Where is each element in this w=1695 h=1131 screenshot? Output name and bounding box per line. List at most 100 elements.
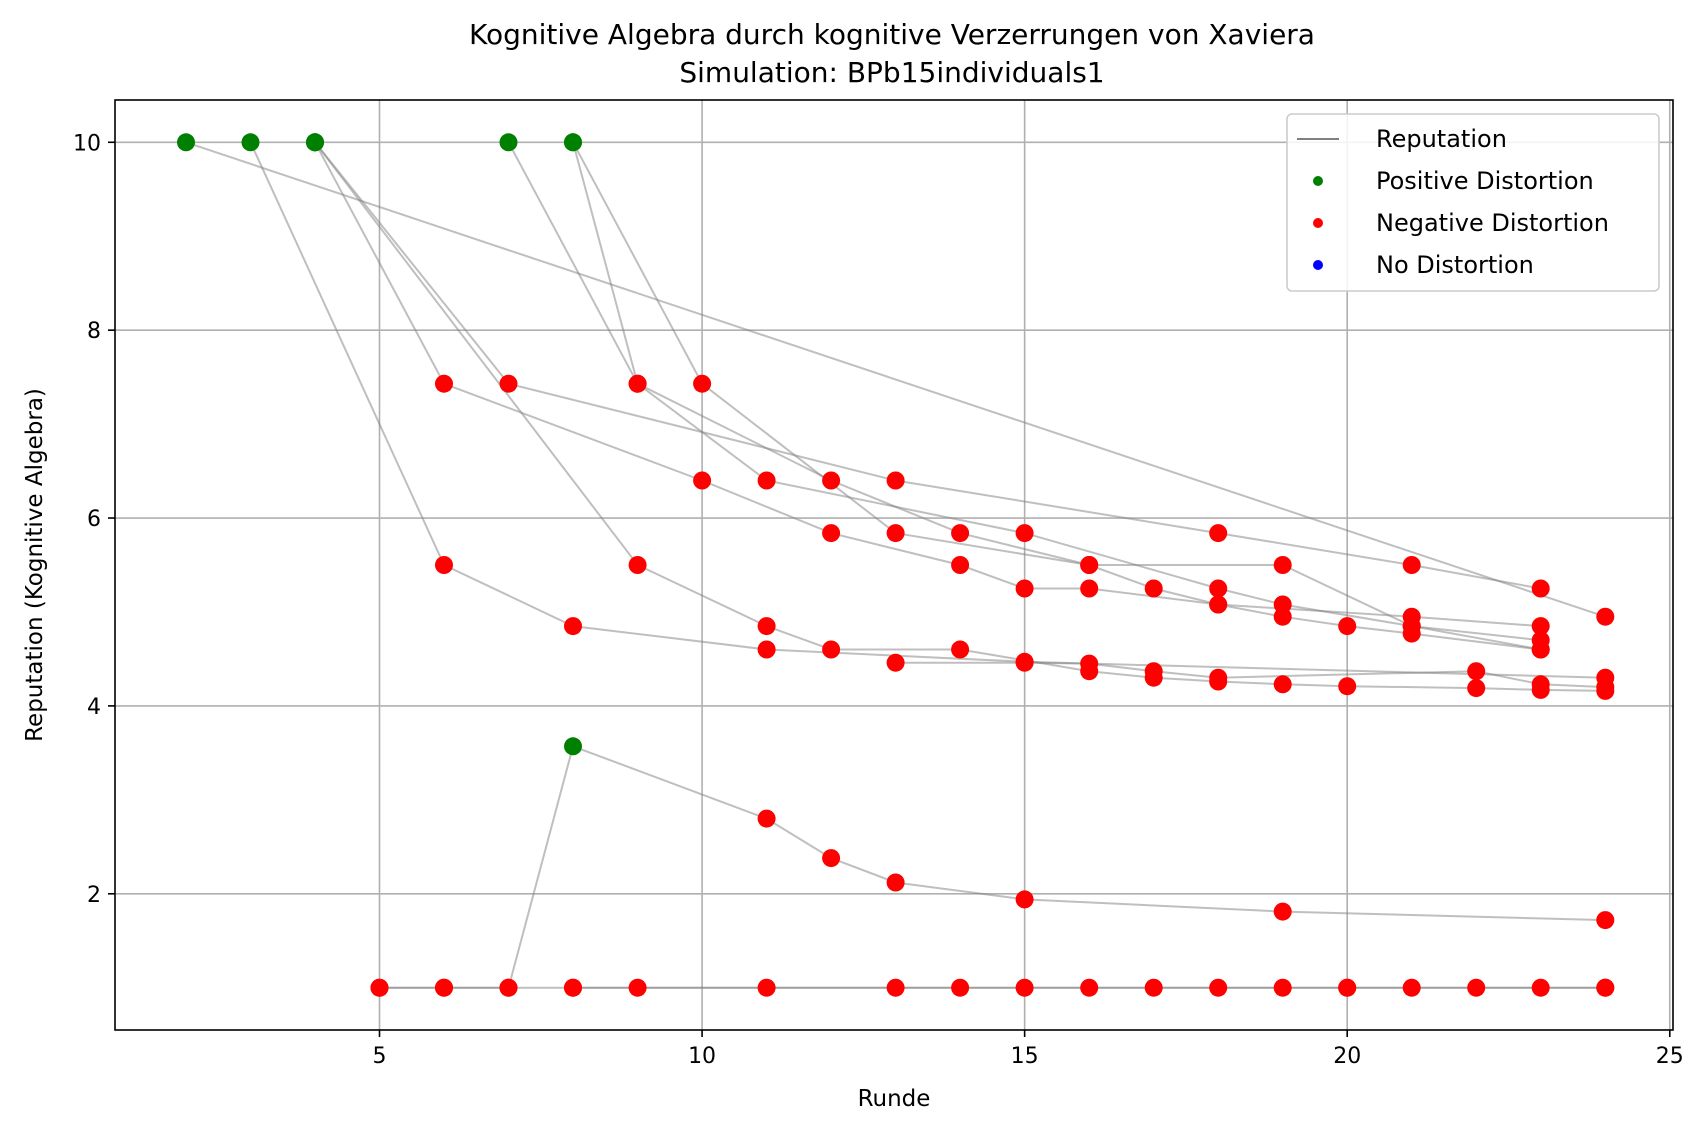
negative-distortion-point <box>1015 653 1034 672</box>
positive-distortion-point <box>177 133 195 152</box>
negative-distortion-point <box>499 374 518 393</box>
negative-distortion-point <box>1467 978 1486 997</box>
negative-distortion-point <box>1596 911 1615 930</box>
reputation-line-4 <box>314 141 1541 590</box>
negative-distortion-point <box>1209 524 1228 543</box>
positive-distortion-point <box>564 737 582 756</box>
positive-distortion-point <box>564 133 582 152</box>
negative-distortion-point <box>1015 579 1034 598</box>
negative-distortion-point <box>1209 978 1228 997</box>
x-tick-label: 25 <box>1656 1044 1684 1069</box>
negative-distortion-point <box>1531 675 1550 694</box>
negative-distortion-point <box>628 978 647 997</box>
reputation-line-1 <box>185 141 1606 618</box>
legend-label: No Distortion <box>1376 251 1534 279</box>
negative-distortion-point <box>757 978 776 997</box>
negative-distortion-point <box>1144 662 1163 681</box>
negative-distortion-point <box>1144 978 1163 997</box>
negative-distortion-point <box>1531 978 1550 997</box>
negative-distortion-point <box>1531 640 1550 659</box>
negative-distortion-point <box>757 471 776 490</box>
negative-distortion-point <box>822 524 841 543</box>
negative-distortion-point <box>628 374 647 393</box>
y-tick-label: 4 <box>87 695 101 720</box>
negative-distortion-point <box>1531 579 1550 598</box>
negative-distortion-point <box>757 809 776 828</box>
negative-distortion-point <box>1402 617 1421 636</box>
negative-distortion-point <box>1209 579 1228 598</box>
negative-distortion-point <box>1080 654 1099 673</box>
x-tick-label: 15 <box>1011 1044 1039 1069</box>
negative-distortion-point <box>1144 579 1163 598</box>
negative-distortion-point <box>1338 677 1357 696</box>
y-axis-label: Reputation (Kognitive Algebra) <box>22 388 48 742</box>
negative-distortion-point <box>886 471 905 490</box>
negative-distortion-point <box>1080 978 1099 997</box>
positive-distortion-point <box>306 133 324 152</box>
y-tick-label: 2 <box>87 883 101 908</box>
negative-distortion-point <box>886 524 905 543</box>
y-tick-label: 6 <box>87 507 101 532</box>
negative-distortion-point <box>435 374 453 393</box>
axis-ticks: 5 10 15 20 25 2 4 6 8 10 <box>73 131 1684 1069</box>
legend-swatch-marker <box>1313 260 1323 270</box>
negative-distortion-point <box>1467 662 1486 681</box>
legend-box <box>1286 113 1660 292</box>
negative-distortion-point <box>1273 556 1292 574</box>
positive-distortion-point <box>241 133 260 152</box>
negative-distortion-point <box>499 978 518 997</box>
negative-distortion-point <box>1080 556 1099 574</box>
negative-distortion-point <box>693 374 712 393</box>
negative-distortion-point <box>1338 617 1357 636</box>
y-tick-label: 10 <box>73 131 101 156</box>
negative-distortion-point <box>370 978 389 997</box>
negative-distortion-point <box>951 556 970 574</box>
negative-distortion-point <box>693 471 712 490</box>
x-axis-label: Runde <box>858 1086 931 1112</box>
chart-title: Kognitive Algebra durch kognitive Verzer… <box>469 18 1315 51</box>
negative-distortion-point <box>1338 978 1357 997</box>
x-tick-label: 20 <box>1333 1044 1361 1069</box>
negative-distortion-point <box>1596 607 1615 626</box>
legend-label: Negative Distortion <box>1376 209 1609 237</box>
negative-distortion-point <box>1596 678 1615 697</box>
negative-distortion-point <box>951 524 970 543</box>
distortion-points <box>177 133 1615 997</box>
negative-distortion-point <box>1596 978 1615 997</box>
negative-distortion-point <box>1467 679 1486 698</box>
negative-distortion-point <box>1015 524 1034 543</box>
negative-distortion-point <box>1015 978 1034 997</box>
x-tick-label: 10 <box>688 1044 716 1069</box>
legend: Reputation Positive Distortion Negative Di… <box>1286 113 1660 292</box>
negative-distortion-point <box>435 556 453 574</box>
positive-distortion-point <box>499 133 518 152</box>
negative-distortion-point <box>822 849 841 868</box>
negative-distortion-point <box>1209 668 1228 687</box>
reputation-line-9 <box>895 661 1606 689</box>
y-tick-label: 8 <box>87 319 101 344</box>
negative-distortion-point <box>1531 617 1550 636</box>
negative-distortion-point <box>1402 556 1421 574</box>
negative-distortion-point <box>886 978 905 997</box>
legend-swatch-marker <box>1313 176 1323 186</box>
reputation-line-7 <box>572 142 1541 642</box>
negative-distortion-point <box>1209 595 1228 614</box>
negative-distortion-point <box>1015 890 1034 909</box>
reputation-line-2 <box>249 141 1606 679</box>
negative-distortion-point <box>1273 595 1292 614</box>
negative-distortion-point <box>564 978 582 997</box>
negative-distortion-point <box>886 873 905 892</box>
plot-frame <box>114 99 1674 1031</box>
negative-distortion-point <box>628 556 647 574</box>
x-tick-label: 5 <box>373 1044 387 1069</box>
negative-distortion-point <box>822 471 841 490</box>
negative-distortion-point <box>1273 902 1292 921</box>
negative-distortion-point <box>1273 978 1292 997</box>
negative-distortion-point <box>951 640 970 659</box>
legend-swatch-marker <box>1313 218 1323 228</box>
negative-distortion-point <box>1402 978 1421 997</box>
negative-distortion-point <box>757 617 776 636</box>
chart-subtitle: Simulation: BPb15individuals1 <box>679 56 1104 89</box>
negative-distortion-point <box>822 640 841 659</box>
